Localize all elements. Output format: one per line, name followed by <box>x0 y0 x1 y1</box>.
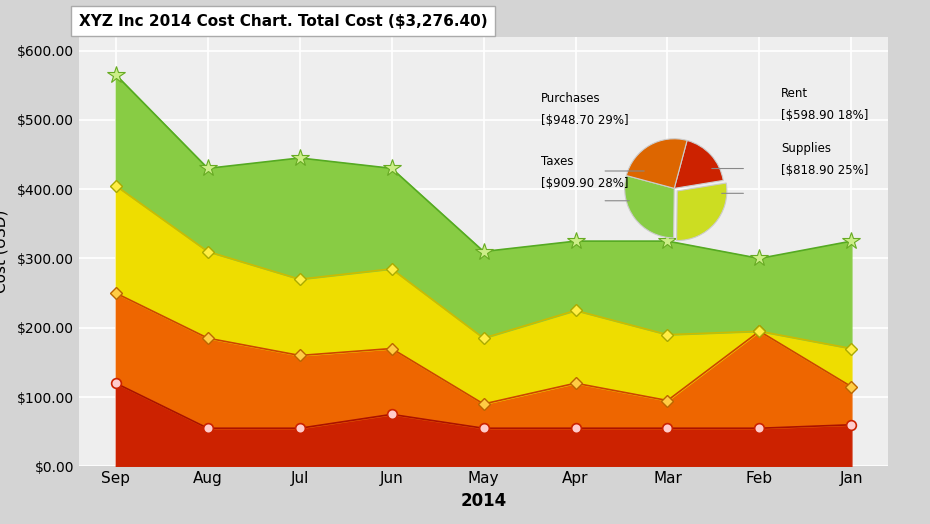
Wedge shape <box>625 176 674 238</box>
Text: Purchases: Purchases <box>541 92 601 105</box>
Text: [$818.90 25%]: [$818.90 25%] <box>781 164 869 177</box>
Y-axis label: Cost (USD): Cost (USD) <box>0 210 8 293</box>
Text: [$598.90 18%]: [$598.90 18%] <box>781 109 869 122</box>
Wedge shape <box>677 183 727 241</box>
Text: Rent: Rent <box>781 86 808 100</box>
Text: Supplies: Supplies <box>781 141 831 155</box>
Text: [$948.70 29%]: [$948.70 29%] <box>541 114 629 127</box>
Wedge shape <box>674 140 724 188</box>
Text: Taxes: Taxes <box>541 155 574 168</box>
Text: XYZ Inc 2014 Cost Chart. Total Cost ($3,276.40): XYZ Inc 2014 Cost Chart. Total Cost ($3,… <box>79 14 487 29</box>
X-axis label: 2014: 2014 <box>460 492 507 510</box>
Text: [$909.90 28%]: [$909.90 28%] <box>541 177 629 190</box>
Wedge shape <box>626 139 687 188</box>
